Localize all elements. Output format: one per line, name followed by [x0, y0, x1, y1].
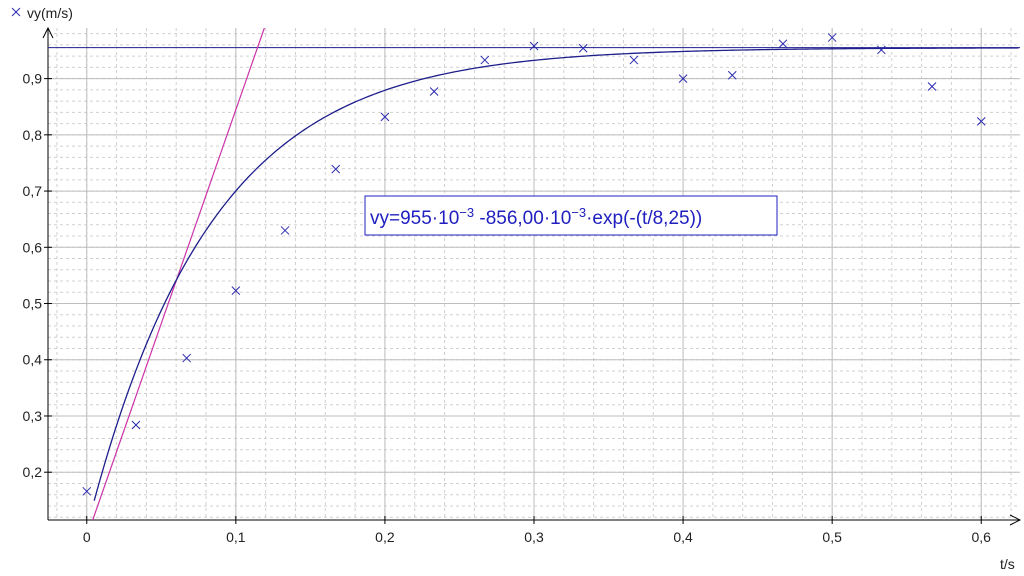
data-point-stroke — [877, 45, 886, 55]
data-point-stroke — [82, 486, 92, 496]
fit-curve — [93, 47, 1019, 501]
data-point — [480, 55, 490, 65]
legend-marker-stroke — [11, 7, 21, 17]
data-point — [578, 43, 588, 53]
data-point — [778, 39, 788, 49]
tick-marks — [44, 78, 982, 524]
fit-formula: vy=955·10−3 -856,00·10−3·exp(-(t/8,25)) — [370, 205, 702, 230]
y-tick-label: 0,6 — [23, 239, 43, 255]
data-point-stroke — [131, 420, 141, 430]
y-tick-label: 0,3 — [23, 408, 43, 424]
data-point — [280, 226, 290, 235]
data-point-stroke — [231, 286, 241, 295]
x-tick-label: 0,2 — [375, 529, 395, 545]
data-point-stroke — [380, 112, 390, 122]
data-point-stroke — [778, 39, 788, 49]
data-point-stroke — [727, 70, 737, 80]
tangent-line — [92, 27, 265, 521]
data-point-stroke — [976, 116, 986, 126]
data-point-stroke — [578, 43, 588, 53]
fit-formula-exponent: −3 — [459, 205, 474, 220]
fit-formula-part: vy=955·10 — [370, 208, 459, 229]
data-point-stroke — [480, 55, 490, 65]
data-point-stroke — [629, 55, 639, 65]
data-point — [131, 420, 141, 430]
fit-formula-part: ·exp(-(t/8,25)) — [586, 208, 702, 229]
data-point-stroke — [529, 41, 539, 51]
y-tick-label: 0,5 — [23, 296, 43, 312]
data-point — [231, 286, 241, 295]
data-points — [82, 33, 986, 496]
major-grid — [48, 28, 1020, 520]
y-axis-arrow — [42, 26, 54, 39]
x-tick-label: 0,1 — [226, 529, 246, 545]
x-axis-title: t/s — [1000, 556, 1015, 572]
fit-formula-part: -856,00·10 — [474, 208, 571, 229]
data-point — [976, 116, 986, 126]
fit-formula-exponent: −3 — [571, 205, 586, 220]
data-point-stroke — [182, 353, 191, 363]
x-tick-label: 0,5 — [822, 529, 842, 545]
data-point — [331, 164, 341, 174]
data-point — [529, 41, 539, 51]
legend: vy(m/s) — [11, 5, 73, 21]
data-point — [629, 55, 639, 65]
legend-x-marker — [11, 7, 21, 17]
fit-formula-box: vy=955·10−3 -856,00·10−3·exp(-(t/8,25)) — [364, 195, 778, 236]
data-point-stroke — [429, 87, 439, 96]
x-tick-label: 0 — [83, 529, 91, 545]
data-point — [727, 70, 737, 80]
data-point — [927, 82, 937, 91]
axes — [42, 26, 1022, 526]
data-point — [380, 112, 390, 122]
data-point — [429, 87, 439, 96]
tick-labels: 0 0,1 0,2 0,3 0,4 0,5 0,6 0,2 0,3 0,4 0,5 0,6 0,7 0,8… — [23, 71, 992, 545]
data-point-stroke — [927, 82, 937, 91]
data-point — [877, 45, 886, 55]
data-point — [82, 486, 92, 496]
data-point — [678, 74, 688, 83]
fit-formula-border — [364, 195, 778, 236]
data-point-stroke — [678, 74, 688, 83]
x-axis-arrow — [1009, 514, 1022, 526]
y-tick-label: 0,4 — [23, 352, 43, 368]
data-point-stroke — [331, 164, 341, 174]
y-tick-label: 0,9 — [23, 71, 43, 87]
data-point — [827, 33, 837, 42]
data-point-stroke — [827, 33, 837, 42]
data-point — [182, 353, 191, 363]
x-tick-label: 0,6 — [972, 529, 992, 545]
x-tick-label: 0,4 — [673, 529, 693, 545]
y-tick-label: 0,8 — [23, 127, 43, 143]
y-tick-label: 0,2 — [23, 464, 43, 480]
y-tick-label: 0,7 — [23, 183, 43, 199]
y-axis-title: vy(m/s) — [27, 5, 73, 21]
data-point-stroke — [280, 226, 290, 235]
x-tick-label: 0,3 — [524, 529, 544, 545]
